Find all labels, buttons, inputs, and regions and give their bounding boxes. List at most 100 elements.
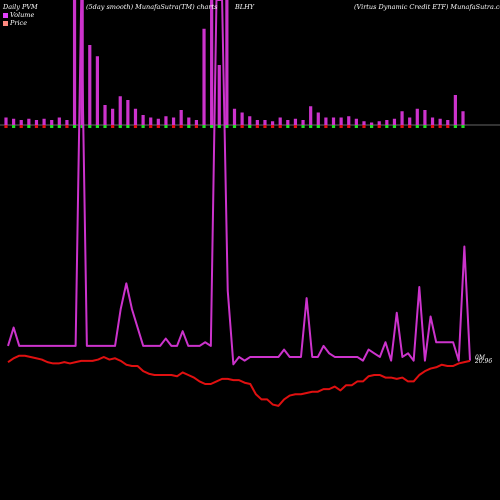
- volume-bar-direction: [438, 125, 442, 128]
- volume-bar-direction: [415, 125, 419, 128]
- volume-bar-direction: [377, 125, 381, 128]
- volume-bar: [293, 118, 298, 125]
- volume-bar-direction: [171, 125, 176, 128]
- volume-bar: [27, 118, 31, 125]
- volume-bar-direction: [400, 125, 404, 128]
- volume-bar: [392, 118, 397, 125]
- volume-bar: [240, 112, 244, 125]
- volume-bar-direction: [225, 125, 229, 128]
- volume-bar-direction: [156, 125, 160, 128]
- volume-bar: [263, 120, 267, 125]
- volume-bar: [164, 116, 168, 125]
- volume-bar-direction: [202, 125, 206, 128]
- volume-bar: [453, 95, 457, 125]
- volume-bar-direction: [301, 125, 305, 128]
- volume-bar-direction: [248, 125, 252, 128]
- volume-bar: [65, 120, 69, 125]
- volume-series-line: [7, 0, 471, 366]
- volume-bar-direction: [392, 125, 397, 128]
- volume-bar-direction: [42, 125, 46, 128]
- volume-bar: [95, 56, 99, 125]
- volume-bar-direction: [57, 125, 61, 128]
- volume-bar-direction: [370, 125, 374, 128]
- volume-bar-direction: [232, 125, 237, 128]
- volume-bar-direction: [34, 125, 39, 128]
- volume-bar: [19, 120, 23, 125]
- volume-bar: [255, 120, 259, 125]
- volume-bar-direction: [293, 125, 298, 128]
- volume-bar: [4, 117, 8, 125]
- volume-bar-direction: [408, 125, 412, 128]
- volume-bar: [331, 117, 336, 125]
- volume-bar: [225, 0, 229, 125]
- volume-bar: [50, 120, 54, 125]
- volume-bar: [88, 45, 92, 125]
- volume-bar: [270, 121, 275, 125]
- volume-bar: [72, 0, 77, 125]
- volume-bar-direction: [278, 125, 282, 128]
- volume-bar-direction: [255, 125, 259, 128]
- volume-bar: [400, 111, 404, 125]
- volume-bar: [210, 0, 214, 125]
- price-series-line: [7, 354, 471, 407]
- volume-bar: [133, 108, 138, 125]
- volume-bar: [385, 120, 389, 125]
- volume-bar-direction: [461, 125, 465, 128]
- instrument-name: (Virtus Dynamic Credit ETF) MunafaSutra.…: [354, 3, 500, 11]
- volume-bar-direction: [286, 125, 290, 128]
- volume-bar: [187, 117, 191, 125]
- volume-bar: [316, 112, 320, 125]
- volume-bar-direction: [362, 125, 366, 128]
- volume-bar-direction: [80, 125, 84, 128]
- volume-bar-direction: [339, 125, 343, 128]
- volume-bar: [232, 108, 237, 125]
- volume-bar-direction: [149, 125, 153, 128]
- volume-bar: [423, 110, 427, 125]
- volume-bar-direction: [240, 125, 244, 128]
- volume-bar-direction: [27, 125, 31, 128]
- volume-bar: [12, 118, 16, 125]
- volume-bar-direction: [164, 125, 168, 128]
- legend-price-label: Price: [10, 19, 28, 27]
- volume-bar-direction: [50, 125, 54, 128]
- volume-bar-direction: [12, 125, 16, 128]
- volume-bar: [57, 117, 61, 125]
- volume-bar-direction: [133, 125, 138, 128]
- volume-bar: [430, 117, 435, 125]
- volume-bar: [149, 117, 153, 125]
- legend-price: Price: [3, 19, 27, 27]
- chart-type-label: Daily PVM: [3, 3, 38, 11]
- volume-bar-direction: [423, 125, 427, 128]
- volume-bar: [301, 120, 305, 125]
- volume-bar-direction: [4, 125, 8, 128]
- volume-bar-direction: [179, 125, 183, 128]
- volume-bar: [415, 108, 419, 125]
- volume-bar-direction: [118, 125, 122, 128]
- legend-price-swatch: [3, 20, 8, 26]
- volume-bar: [111, 108, 115, 125]
- volume-bar-direction: [217, 125, 221, 128]
- volume-bar-direction: [95, 125, 99, 128]
- volume-bar-direction: [385, 125, 389, 128]
- volume-bar: [446, 120, 450, 125]
- volume-bar: [461, 111, 465, 125]
- volume-bar: [202, 28, 206, 125]
- volume-bar-direction: [270, 125, 275, 128]
- volume-bar-direction: [187, 125, 191, 128]
- volume-bar-direction: [263, 125, 267, 128]
- volume-bar-direction: [446, 125, 450, 128]
- volume-bar-direction: [354, 125, 358, 128]
- volume-bar: [194, 120, 199, 125]
- volume-bar: [156, 118, 160, 125]
- volume-end-label: 0M: [475, 355, 486, 362]
- volume-bar: [118, 96, 122, 125]
- volume-bar: [324, 117, 328, 125]
- volume-bar: [278, 117, 282, 125]
- volume-bar: [408, 117, 412, 125]
- volume-bar-direction: [141, 125, 145, 128]
- volume-bar-direction: [316, 125, 320, 128]
- volume-bar-direction: [347, 125, 351, 128]
- volume-bar: [34, 120, 39, 125]
